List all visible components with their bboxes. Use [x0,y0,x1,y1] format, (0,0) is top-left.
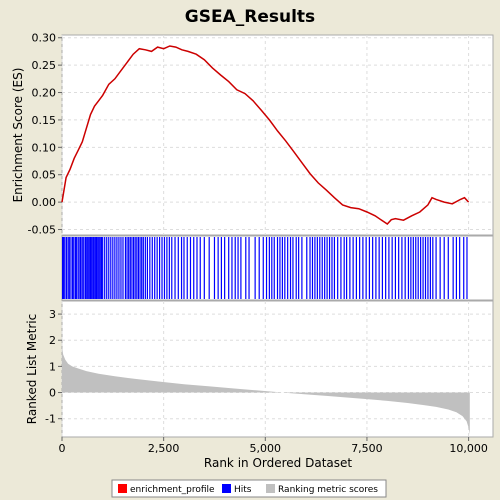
es-y-axis-label: Enrichment Score (ES) [11,68,25,203]
x-axis-label: Rank in Ordered Dataset [204,456,352,470]
es-y-tick-label: 0.25 [32,59,57,72]
es-y-ticks: -0.05 0.00 0.05 0.10 0.15 0.20 0.25 0.30 [28,32,62,237]
es-y-tick-label: 0.30 [32,32,57,45]
es-y-tick-label: 0.05 [32,169,57,182]
metric-y-tick-label: 0 [49,387,56,400]
metric-y-ticks: -1 0 1 2 3 [45,308,62,426]
enrichment-profile-line [61,45,470,225]
hits-lines [62,237,468,299]
es-plot-area [61,34,494,236]
x-tick-label: 2,500 [148,442,180,455]
legend-swatch-ranking-metric [266,484,275,493]
legend-box [111,479,387,498]
x-tick-label: 10,000 [449,442,488,455]
legend-label-hits: Hits [234,485,252,495]
es-y-tick-label: 0.00 [32,196,57,209]
legend-label-ranking-metric: Ranking metric scores [278,485,378,495]
x-tick-label: 7,500 [351,442,383,455]
metric-panel: -1 0 1 2 3 Ranked List Metric [25,300,494,438]
es-y-tick-label: 0.15 [32,114,57,127]
metric-y-axis-label: Ranked List Metric [25,314,39,424]
metric-y-tick-label: 1 [49,360,56,373]
metric-y-tick-label: -1 [45,413,56,426]
es-panel: -0.05 0.00 0.05 0.10 0.15 0.20 0.25 0.30 Enrich… [11,32,494,237]
es-y-tick-label: 0.10 [32,141,57,154]
metric-y-tick-label: 3 [49,308,56,321]
legend-label-enrichment-profile: enrichment_profile [130,485,215,495]
x-tick-label: 0 [59,442,66,455]
legend-swatch-enrichment-profile [118,484,127,493]
x-axis-ticks: 0 2,500 5,000 7,500 10,000 [59,437,488,455]
hits-panel [61,235,494,301]
metric-plot-area [61,300,494,438]
x-tick-label: 5,000 [250,442,282,455]
metric-y-tick-label: 2 [49,334,56,347]
legend: enrichment_profile Hits Ranking metric s… [111,479,387,498]
es-y-tick-label: 0.20 [32,87,57,100]
chart-title: GSEA_Results [185,7,315,27]
legend-swatch-hits [222,484,231,493]
ranking-metric-area [62,346,470,435]
es-y-tick-label: -0.05 [28,224,56,237]
